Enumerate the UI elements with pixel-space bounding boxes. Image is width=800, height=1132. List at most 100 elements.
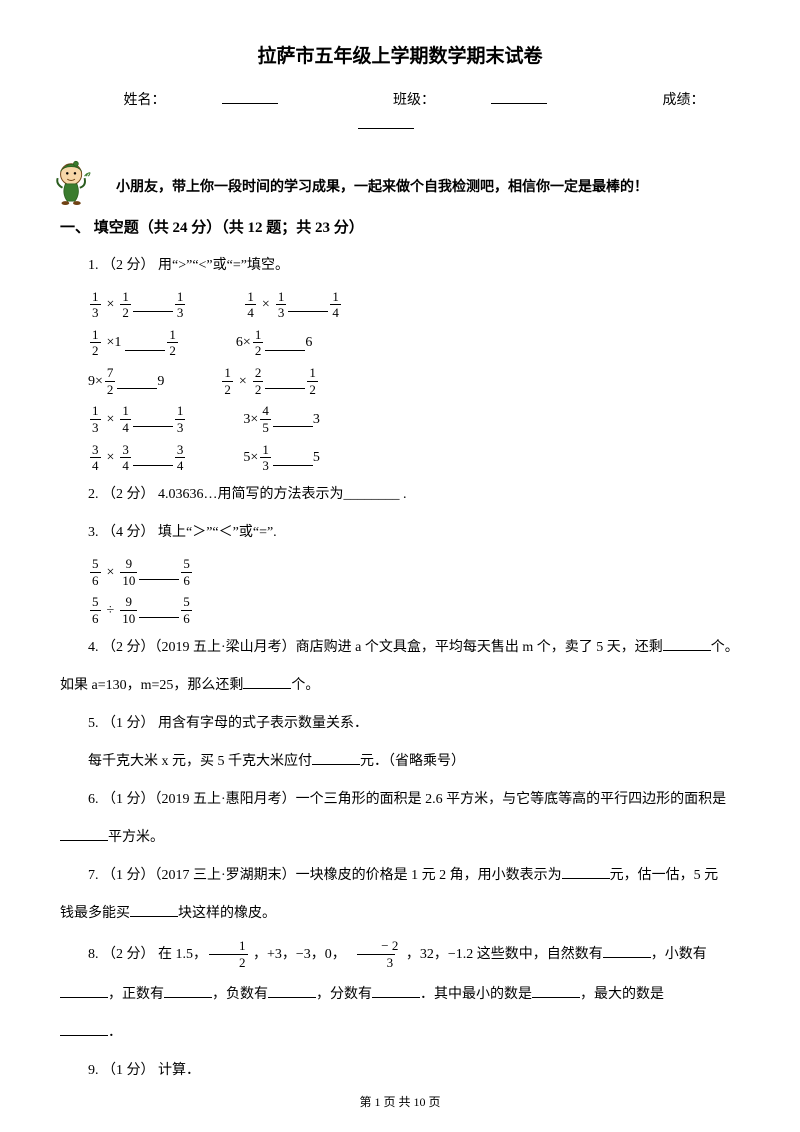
fraction-expression: 12×112: [88, 328, 180, 358]
fraction: 12: [307, 366, 318, 396]
q8-b1: [603, 942, 651, 957]
q6-line2: 平方米。: [60, 824, 740, 852]
q5-stem: 5. （1 分） 用含有字母的式子表示数量关系．: [60, 710, 740, 738]
q8-l2b: ，负数有: [212, 987, 268, 1002]
q8-line3: ．: [60, 1019, 740, 1047]
q3-fraction-rows: 56×9105656÷91056: [60, 557, 740, 626]
compare-blank: [273, 412, 313, 427]
q4-blank1: [663, 635, 711, 650]
fraction: 34: [175, 443, 186, 473]
operator: ×: [107, 560, 115, 585]
q7-pre: 7. （1 分）（2017 三上·罗湖期末）一块橡皮的价格是 1 元 2 角，用…: [88, 868, 562, 883]
q8-mid1: ，+3，−3，0，: [250, 947, 350, 962]
fraction: 13: [90, 404, 101, 434]
fraction: 14: [245, 290, 256, 320]
fraction-expression: 13×1413: [88, 404, 187, 434]
q2-text: 2. （2 分） 4.03636…用简写的方法表示为________ .: [88, 487, 407, 502]
q8-mid3: ，小数有: [651, 947, 707, 962]
q8-l2d: ．其中最小的数是: [420, 987, 532, 1002]
q8-mid2: ，32，−1.2 这些数中，自然数有: [402, 947, 602, 962]
q6-blank: [60, 825, 108, 840]
q8-b3: [164, 983, 212, 998]
fraction-row: 13×14133×453: [88, 404, 740, 434]
operator: ×: [107, 445, 115, 470]
q5-blank: [312, 749, 360, 764]
q8-b2: [60, 983, 108, 998]
fraction-expression: 5×13 5: [243, 443, 319, 473]
fraction: 12: [222, 366, 233, 396]
fraction-expression: 9×729: [88, 366, 164, 396]
score-blank: [358, 114, 414, 129]
q6-pre: 6. （1 分）（2019 五上·惠阳月考）一个三角形的面积是 2.6 平方米，…: [88, 792, 726, 807]
fraction: 13: [276, 290, 287, 320]
q8-frac2: − 23: [351, 939, 400, 969]
q8-l2e: ，最大的数是: [580, 987, 664, 1002]
fraction-row: 34×34345×135: [88, 443, 740, 473]
q6: 6. （1 分）（2019 五上·惠阳月考）一个三角形的面积是 2.6 平方米，…: [60, 786, 740, 814]
q8-frac1: 12: [209, 939, 248, 969]
header-line: 姓名： 班级： 成绩：: [60, 88, 740, 138]
q1-fraction-rows: 13×121314×131412×1126×1269×72912×221213×…: [60, 290, 740, 473]
compare-blank: [133, 412, 173, 427]
fraction: 45: [260, 404, 271, 434]
q8-l3: ．: [108, 1025, 122, 1040]
fraction: 910: [120, 595, 137, 625]
fraction-expression: 56×91056: [88, 557, 194, 587]
fraction: 56: [181, 557, 192, 587]
fraction-expression: 13×1213: [88, 290, 187, 320]
fraction-row: 9×72912×2212: [88, 366, 740, 396]
fraction-row: 13×121314×1314: [88, 290, 740, 320]
operator: ×: [239, 369, 247, 394]
fraction: 910: [120, 557, 137, 587]
q7-line2: 钱最多能买 块这样的橡皮。: [60, 900, 740, 928]
compare-blank: [133, 450, 173, 465]
fraction: 13: [260, 443, 271, 473]
q4-pre: 4. （2 分）（2019 五上·梁山月考）商店购进 a 个文具盒，平均每天售出…: [88, 640, 663, 655]
q7-blank1: [562, 863, 610, 878]
q4: 4. （2 分）（2019 五上·梁山月考）商店购进 a 个文具盒，平均每天售出…: [60, 634, 740, 662]
name-label: 姓名：: [124, 93, 166, 108]
fraction: 14: [120, 404, 131, 434]
q8-l2c: ，分数有: [316, 987, 372, 1002]
q7-blank2: [130, 901, 178, 916]
text: 5×: [243, 445, 258, 470]
q6-post: 平方米。: [108, 830, 164, 845]
q2: 2. （2 分） 4.03636…用简写的方法表示为________ .: [60, 481, 740, 509]
section-1-heading: 一、 填空题（共 24 分）（共 12 题；共 23 分）: [60, 215, 740, 242]
q7-l2-post: 块这样的橡皮。: [178, 906, 276, 921]
compare-blank: [273, 450, 313, 465]
operator: ×1: [107, 330, 122, 355]
q4-line2: 如果 a=130，m=25，那么还剩个。: [60, 672, 740, 700]
fraction: 13: [90, 290, 101, 320]
mascot-icon: [50, 157, 98, 205]
page-footer: 第 1 页 共 10 页: [0, 1092, 800, 1114]
q5-l2-post: 元．（省略乘号）: [360, 754, 465, 769]
fraction: 12: [90, 328, 101, 358]
fraction: 34: [90, 443, 101, 473]
name-blank: [222, 89, 278, 104]
compare-blank: [288, 297, 328, 312]
q5-l2-pre: 每千克大米 x 元，买 5 千克大米应付: [88, 754, 312, 769]
fraction-row: 56÷91056: [88, 595, 740, 625]
q1-stem: 1. （2 分） 用“>”“<”或“=”填空。: [60, 252, 740, 280]
fraction: 22: [253, 366, 264, 396]
fraction: 56: [90, 557, 101, 587]
compare-blank: [265, 335, 305, 350]
text: 9×: [88, 369, 103, 394]
fraction-expression: 3×453: [243, 404, 319, 434]
fraction: 56: [90, 595, 101, 625]
operator: ×: [107, 292, 115, 317]
score-label: 成绩：: [663, 93, 705, 108]
fraction: 12: [167, 328, 178, 358]
compare-blank: [133, 297, 173, 312]
exam-title: 拉萨市五年级上学期数学期末试卷: [60, 40, 740, 74]
text: 6: [305, 330, 312, 355]
q8-b5: [372, 983, 420, 998]
fraction: 13: [175, 404, 186, 434]
q3-stem: 3. （4 分） 填上“＞”“＜”或“=”.: [60, 519, 740, 547]
q9: 9. （1 分） 计算．: [60, 1057, 740, 1085]
q4-blank2: [243, 673, 291, 688]
q4-l2-post: 个。: [291, 678, 319, 693]
q7-l2-pre: 钱最多能买: [60, 906, 130, 921]
text: 5: [313, 445, 320, 470]
